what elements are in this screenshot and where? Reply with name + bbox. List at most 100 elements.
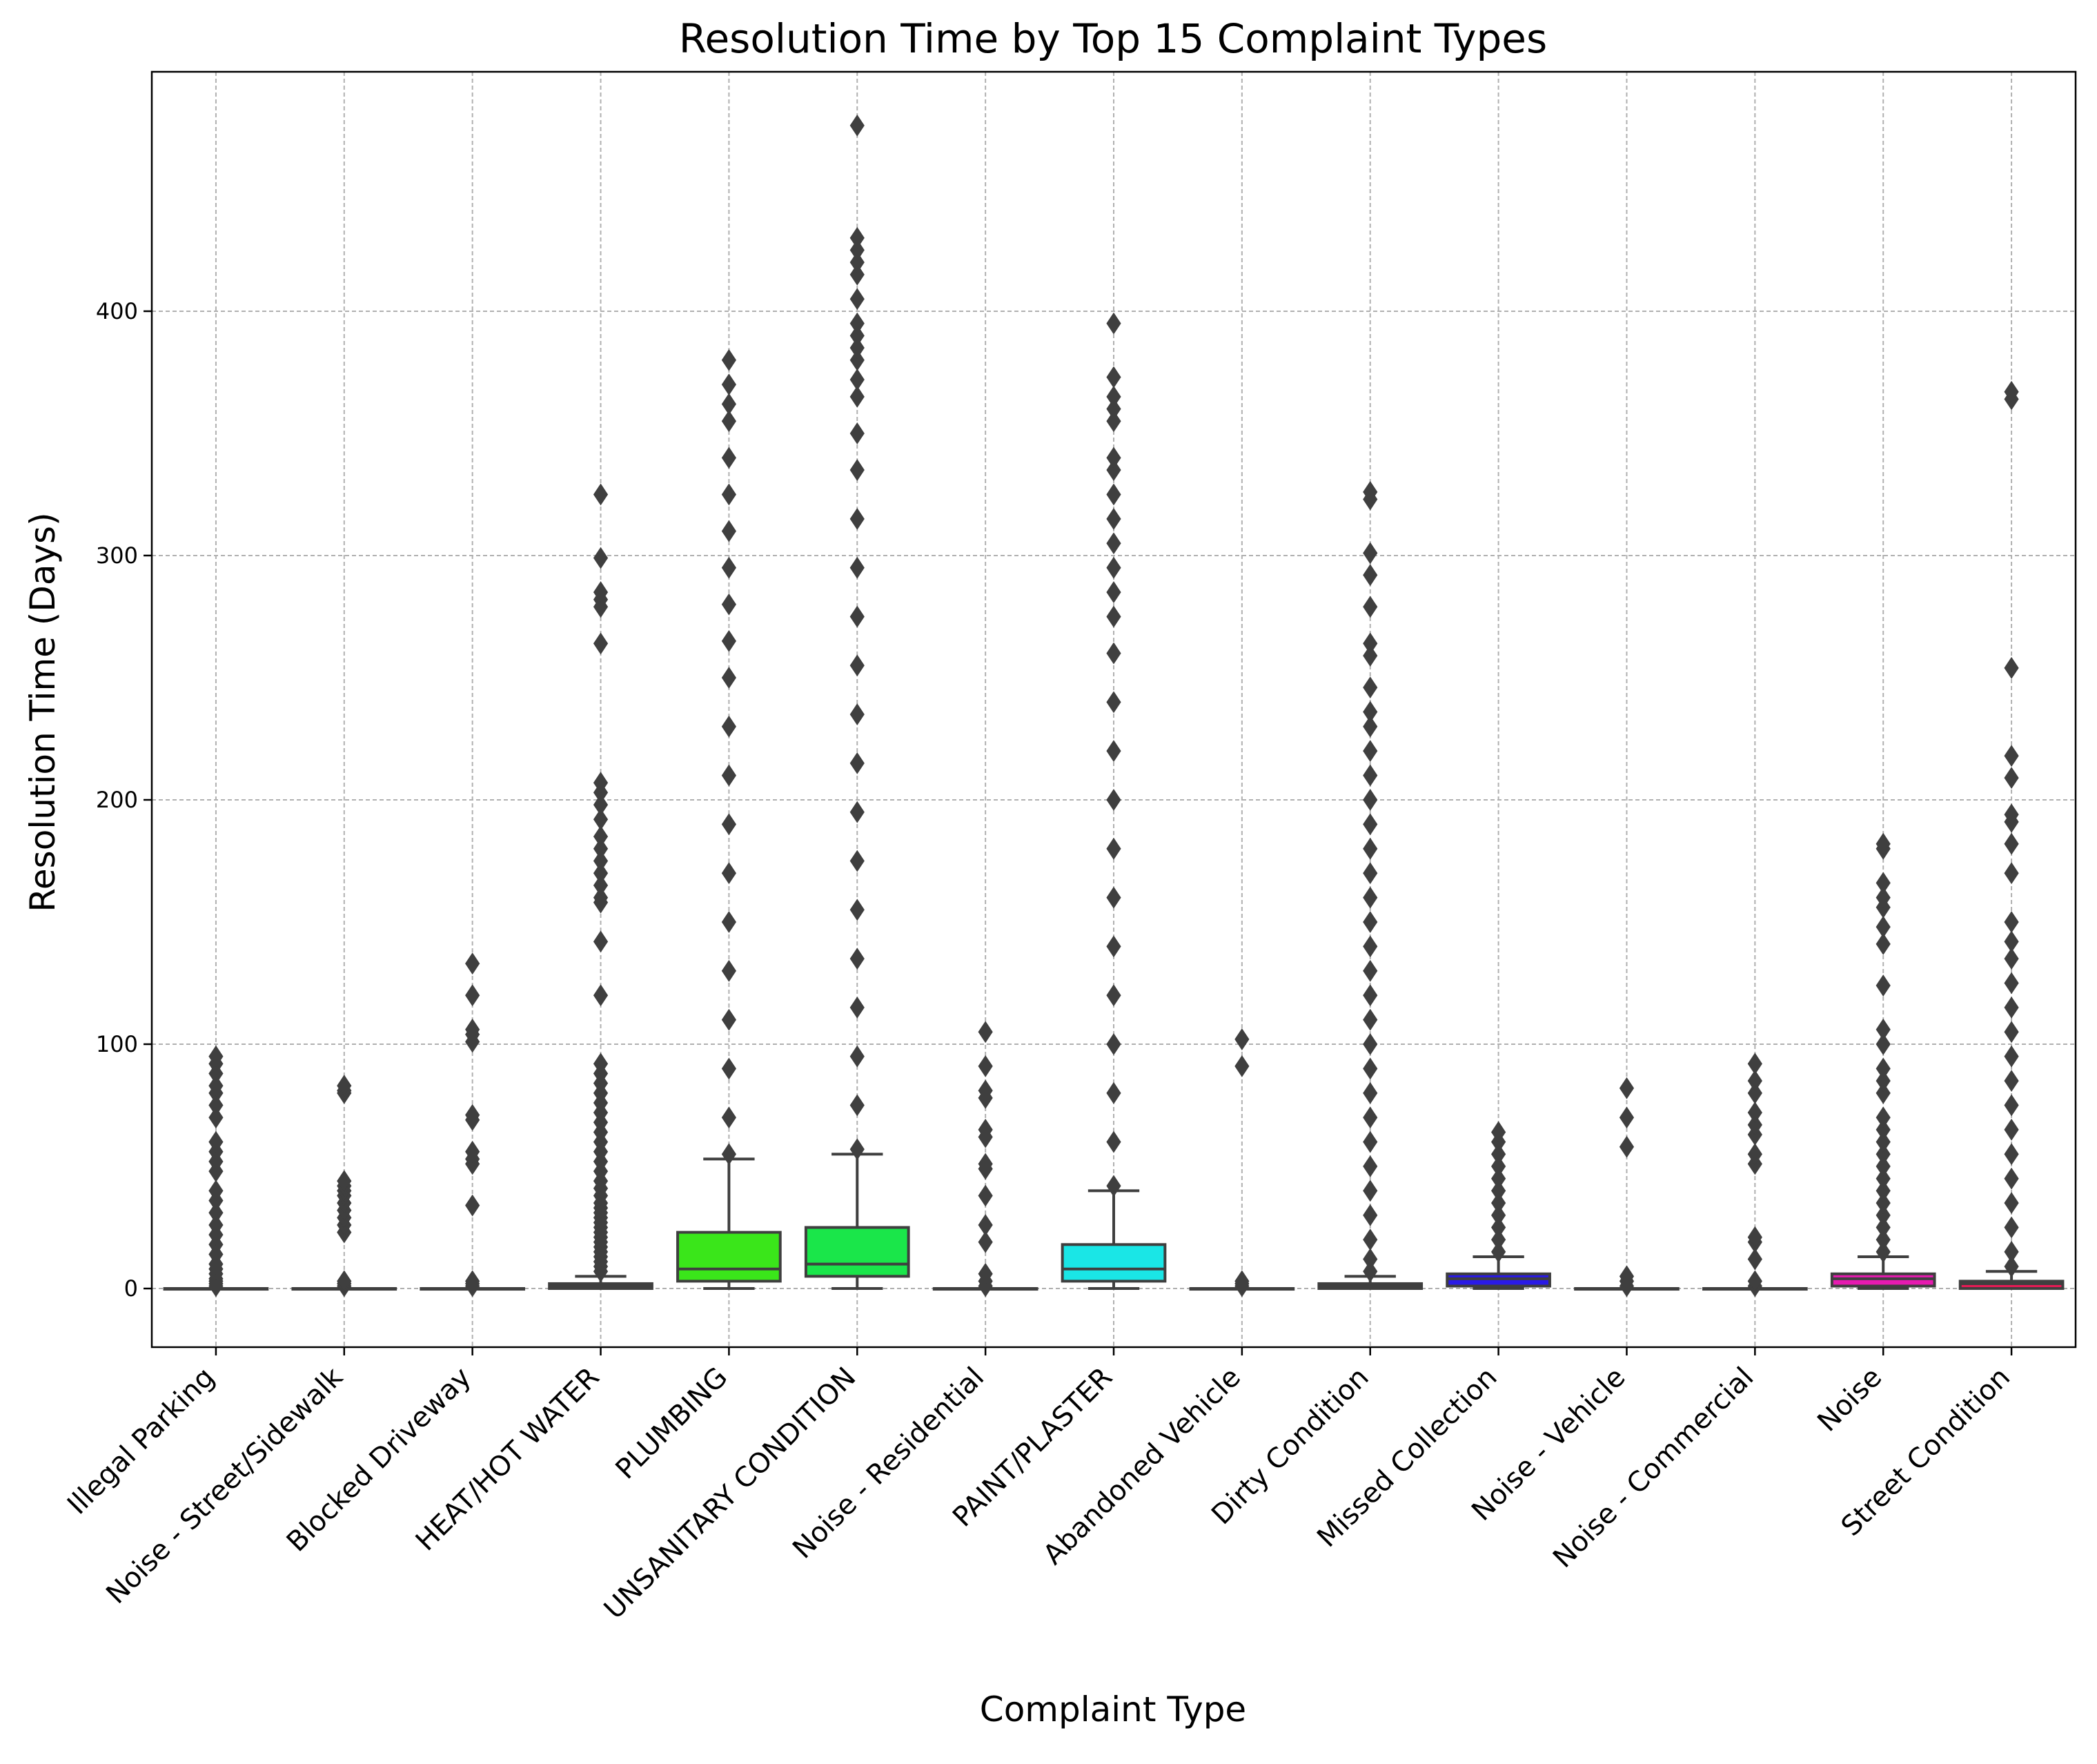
- outlier-point: [1106, 691, 1121, 714]
- outlier-point: [1106, 642, 1121, 665]
- outlier-point: [721, 629, 737, 652]
- outlier-point: [2004, 911, 2019, 933]
- outlier-point: [2004, 997, 2019, 1019]
- outlier-point: [337, 1270, 352, 1293]
- outlier-point: [2004, 972, 2019, 994]
- outlier-point: [721, 593, 737, 616]
- y-tick-label: 300: [96, 542, 138, 569]
- outlier-point: [1106, 556, 1121, 579]
- outlier-point: [208, 1179, 224, 1202]
- outlier-point: [1747, 1081, 1762, 1104]
- chart-title: Resolution Time by Top 15 Complaint Type…: [679, 15, 1547, 62]
- outlier-point: [593, 772, 609, 794]
- box-unsanitary-condition: [804, 114, 910, 1291]
- outlier-point: [593, 862, 609, 885]
- outlier-point: [849, 605, 865, 628]
- outlier-point: [593, 581, 609, 603]
- outlier-point: [2004, 1070, 2019, 1092]
- outlier-point: [849, 752, 865, 774]
- outlier-point: [849, 948, 865, 970]
- outlier-point: [849, 422, 865, 444]
- outlier-point: [593, 984, 609, 1007]
- outlier-point: [593, 886, 609, 909]
- outlier-point: [849, 507, 865, 530]
- outlier-point: [849, 263, 865, 286]
- outlier-point: [465, 1104, 480, 1126]
- outlier-point: [1363, 1228, 1378, 1251]
- outlier-point: [2004, 1094, 2019, 1117]
- outlier-point: [593, 547, 609, 569]
- outlier-point: [849, 1045, 865, 1068]
- outlier-point: [849, 801, 865, 823]
- outlier-point: [1490, 1121, 1506, 1144]
- outlier-point: [1363, 911, 1378, 933]
- outlier-point: [337, 1170, 352, 1193]
- outlier-point: [465, 952, 480, 975]
- outlier-point: [849, 337, 865, 359]
- outlier-point: [1876, 1179, 1891, 1202]
- outlier-point: [465, 1270, 480, 1293]
- outlier-point: [1363, 1179, 1378, 1202]
- outlier-point: [849, 654, 865, 677]
- outlier-point: [721, 349, 737, 371]
- outlier-point: [1363, 1008, 1378, 1031]
- outlier-point: [1106, 740, 1121, 763]
- outlier-point: [465, 1018, 480, 1041]
- box-noise-residential: [932, 1021, 1038, 1297]
- box-iqr: [804, 1226, 910, 1278]
- outlier-point: [208, 1094, 224, 1117]
- outlier-point: [593, 825, 609, 847]
- outlier-point: [1106, 1130, 1121, 1153]
- outlier-point: [1363, 596, 1378, 618]
- outlier-point: [721, 556, 737, 579]
- outlier-point: [593, 1052, 609, 1075]
- outlier-point: [978, 1231, 993, 1253]
- box-layer: [163, 114, 2065, 1297]
- outlier-point: [465, 1194, 480, 1217]
- outlier-point: [1363, 1033, 1378, 1055]
- outlier-point: [978, 1262, 993, 1285]
- outlier-point: [1490, 1155, 1506, 1177]
- box-noise: [1830, 832, 1936, 1291]
- outlier-point: [978, 1119, 993, 1141]
- outlier-point: [1747, 1226, 1762, 1248]
- outlier-point: [1363, 813, 1378, 836]
- outlier-point: [1363, 740, 1378, 763]
- outlier-point: [2004, 1255, 2019, 1278]
- box-iqr: [676, 1231, 782, 1283]
- outlier-point: [849, 114, 865, 137]
- outlier-point: [978, 1055, 993, 1077]
- outlier-point: [2004, 930, 2019, 953]
- outlier-point: [2004, 1192, 2019, 1215]
- outlier-point: [1363, 837, 1378, 860]
- outlier-point: [1106, 483, 1121, 506]
- outlier-point: [593, 850, 609, 872]
- outlier-point: [1363, 1081, 1378, 1104]
- outlier-point: [1490, 1204, 1506, 1226]
- box-iqr: [1061, 1243, 1167, 1283]
- outlier-point: [1106, 837, 1121, 860]
- outlier-point: [2004, 1241, 2019, 1263]
- outlier-point: [849, 226, 865, 249]
- outlier-point: [1363, 886, 1378, 909]
- outlier-point: [721, 483, 737, 506]
- outlier-point: [2004, 832, 2019, 855]
- outlier-point: [2004, 767, 2019, 790]
- outlier-point: [1106, 1175, 1121, 1197]
- outlier-point: [2004, 862, 2019, 885]
- outlier-point: [1747, 1113, 1762, 1136]
- outlier-point: [1876, 1033, 1891, 1055]
- outlier-point: [721, 1143, 737, 1166]
- outlier-point: [1363, 1248, 1378, 1271]
- outlier-point: [2004, 1167, 2019, 1190]
- outlier-point: [2004, 1216, 2019, 1239]
- outlier-point: [1490, 1143, 1506, 1166]
- outlier-point: [208, 1214, 224, 1236]
- outlier-point: [721, 1008, 737, 1031]
- outlier-point: [721, 447, 737, 469]
- outlier-point: [721, 1106, 737, 1129]
- x-axis-label: Complaint Type: [980, 1689, 1246, 1729]
- outlier-point: [208, 1202, 224, 1224]
- box-missed-collection: [1446, 1121, 1551, 1291]
- outlier-point: [1106, 398, 1121, 420]
